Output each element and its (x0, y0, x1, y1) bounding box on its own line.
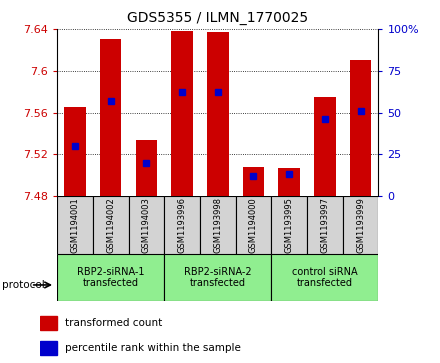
Bar (57, 196, 93, 254)
Bar (271, 196, 307, 254)
Bar (207, 32, 228, 196)
Bar (57, 254, 164, 301)
Bar (172, 31, 193, 196)
Bar (164, 254, 271, 301)
Bar (343, 196, 378, 254)
Text: protocol: protocol (2, 280, 45, 290)
Bar (128, 196, 164, 254)
Bar (200, 196, 236, 254)
Bar (64, 107, 86, 196)
Title: GDS5355 / ILMN_1770025: GDS5355 / ILMN_1770025 (127, 11, 308, 25)
Text: GSM1193997: GSM1193997 (320, 197, 330, 253)
Text: control siRNA
transfected: control siRNA transfected (292, 267, 358, 289)
Bar (93, 196, 128, 254)
Text: GSM1194000: GSM1194000 (249, 197, 258, 253)
Bar (100, 40, 121, 196)
Bar (307, 196, 343, 254)
Bar (243, 167, 264, 196)
Bar (236, 196, 271, 254)
Bar (136, 140, 157, 196)
Text: GSM1194001: GSM1194001 (70, 197, 80, 253)
Text: GSM1193998: GSM1193998 (213, 197, 222, 253)
Text: GSM1193999: GSM1193999 (356, 197, 365, 253)
Bar (350, 60, 371, 196)
Text: GSM1194002: GSM1194002 (106, 197, 115, 253)
Text: RBP2-siRNA-1
transfected: RBP2-siRNA-1 transfected (77, 267, 144, 289)
Text: GSM1193996: GSM1193996 (178, 197, 187, 253)
Text: GSM1193995: GSM1193995 (285, 197, 293, 253)
Text: transformed count: transformed count (65, 318, 162, 328)
Text: RBP2-siRNA-2
transfected: RBP2-siRNA-2 transfected (184, 267, 252, 289)
Bar (164, 196, 200, 254)
Bar (314, 97, 336, 196)
Bar (279, 168, 300, 196)
Bar (271, 254, 378, 301)
Bar (40, 341, 57, 355)
Text: percentile rank within the sample: percentile rank within the sample (65, 343, 241, 353)
Bar (40, 316, 57, 330)
Text: GSM1194003: GSM1194003 (142, 197, 151, 253)
